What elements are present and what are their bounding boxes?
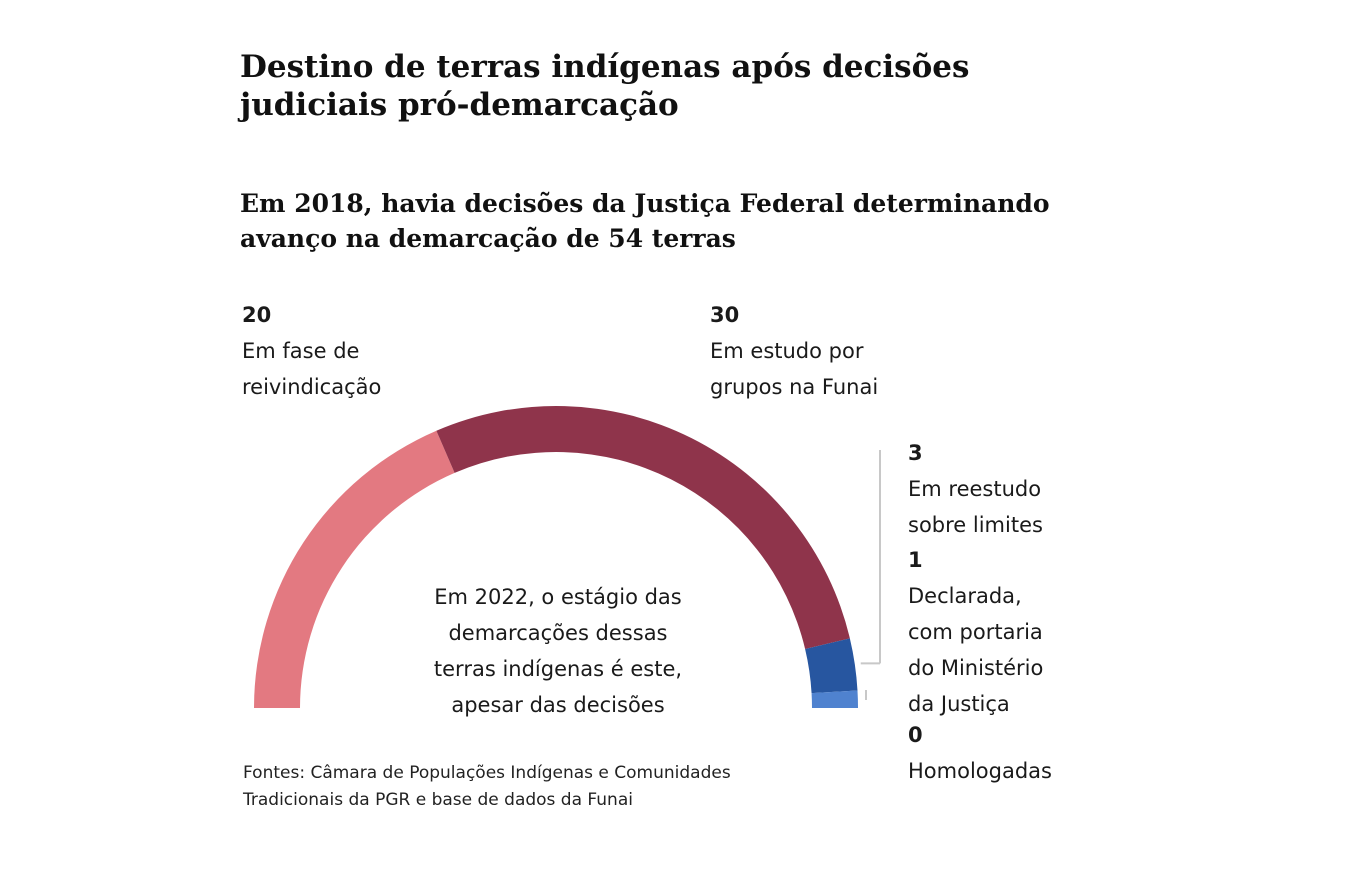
arc-segment-reivindicacao: [254, 430, 455, 708]
label-reivindicacao-line-2: reivindicação: [242, 375, 382, 399]
label-reestudo: 3 Em reestudo sobre limites: [908, 435, 1128, 543]
arc-segment-declarada: [811, 690, 858, 708]
label-estudo-funai-line-2: grupos na Funai: [710, 375, 879, 399]
chart-title: Destino de terras indígenas após decisõe…: [240, 49, 970, 123]
label-homologadas-line-1: Homologadas: [908, 759, 1052, 783]
label-declarada-value: 1: [908, 548, 923, 572]
label-reivindicacao-line-1: Em fase de: [242, 339, 360, 363]
center-annotation: Em 2022, o estágio das demarcações dessa…: [398, 579, 718, 723]
label-homologadas-value: 0: [908, 723, 923, 747]
arc-segment-estudo-funai: [436, 406, 850, 649]
source-note: Fontes: Câmara de Populações Indígenas e…: [243, 760, 843, 814]
label-homologadas: 0 Homologadas: [908, 717, 1128, 789]
label-estudo-funai: 30 Em estudo por grupos na Funai: [710, 297, 970, 405]
center-annotation-line-4: apesar das decisões: [451, 693, 665, 717]
label-estudo-funai-value: 30: [710, 303, 740, 327]
chart-subtitle: Em 2018, havia decisões da Justiça Feder…: [240, 189, 1050, 253]
label-reestudo-line-2: sobre limites: [908, 513, 1043, 537]
label-declarada-line-2: com portaria: [908, 620, 1043, 644]
center-annotation-line-1: Em 2022, o estágio das: [434, 585, 682, 609]
label-declarada: 1 Declarada, com portaria do Ministério …: [908, 542, 1128, 722]
leader-lines: [860, 450, 881, 700]
label-reestudo-line-1: Em reestudo: [908, 477, 1042, 501]
label-declarada-line-1: Declarada,: [908, 584, 1022, 608]
source-note-line-1: Fontes: Câmara de Populações Indígenas e…: [243, 763, 731, 783]
label-reivindicacao-value: 20: [242, 303, 272, 327]
source-note-line-2: Tradicionais da PGR e base de dados da F…: [243, 790, 633, 810]
label-reestudo-value: 3: [908, 441, 923, 465]
label-declarada-line-4: da Justiça: [908, 692, 1010, 716]
center-annotation-line-3: terras indígenas é este,: [433, 657, 683, 681]
label-declarada-line-3: do Ministério: [908, 656, 1044, 680]
arc-segment-reestudo: [805, 638, 858, 694]
label-estudo-funai-line-1: Em estudo por: [710, 339, 864, 363]
label-reivindicacao: 20 Em fase de reivindicação: [242, 297, 502, 405]
center-annotation-line-2: demarcações dessas: [448, 621, 668, 645]
arc-segments: [254, 406, 858, 708]
